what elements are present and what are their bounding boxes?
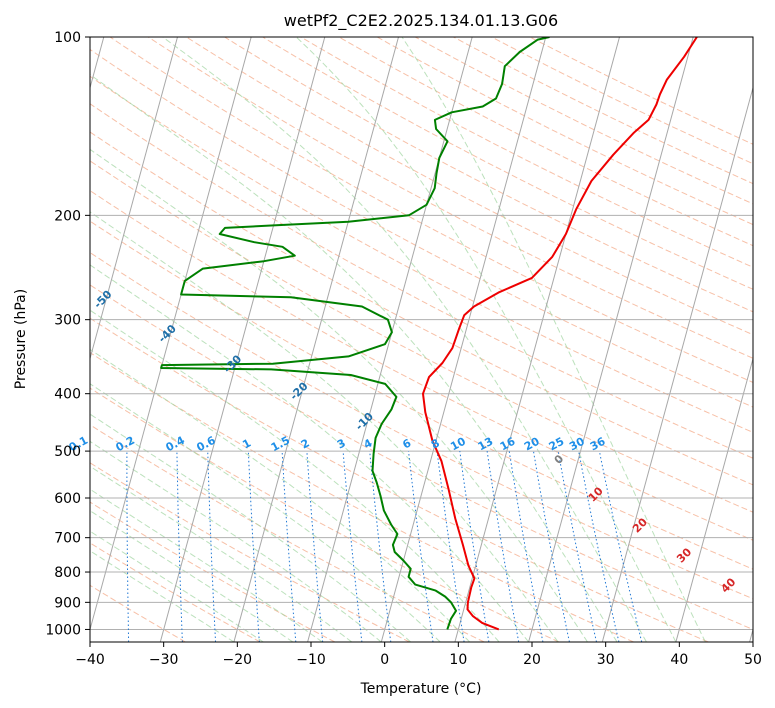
x-tick-label: 50 [744, 652, 762, 668]
y-tick-label: 900 [54, 595, 81, 611]
moist-adiabat [90, 73, 618, 642]
moist-adiabat [90, 264, 529, 642]
dry-adiabat [90, 48, 753, 408]
moist-adiabat [90, 211, 559, 642]
dry-adiabat [224, 37, 753, 313]
isotherm [90, 37, 178, 361]
moist-adiabat [90, 530, 264, 642]
dry-adiabat [90, 131, 753, 486]
x-tick-label: −10 [296, 652, 326, 668]
mixing-ratio-label: 20 [522, 435, 542, 454]
y-tick-label: 600 [54, 491, 81, 507]
isotherm [159, 37, 326, 642]
dry-adiabat [90, 220, 753, 570]
dry-adiabat [338, 37, 753, 247]
temperature-profile-line [422, 37, 698, 631]
moist-adiabat [90, 488, 323, 642]
chart-title: wetPf2_C2E2.2025.134.01.13.G06 [284, 11, 558, 31]
dry-adiabat [90, 352, 634, 642]
dry-adiabat [109, 37, 753, 383]
y-tick-label: 800 [54, 565, 81, 581]
mixing-ratio-line [369, 451, 392, 642]
dry-adiabat [376, 37, 753, 226]
dry-adiabat [453, 37, 753, 185]
x-tick-label: −20 [223, 652, 253, 668]
isotherm [454, 37, 620, 642]
y-axis-title: Pressure (hPa) [13, 289, 29, 389]
plot-frame [89, 36, 754, 643]
mixing-ratio-label: 30 [567, 435, 587, 454]
moist-adiabat [90, 383, 441, 642]
mixing-ratio-label: 36 [588, 435, 608, 454]
dry-adiabat [90, 284, 753, 630]
mixing-ratio-line [459, 451, 490, 642]
moist-adiabat [90, 440, 382, 642]
mixing-ratio-label: 13 [476, 435, 496, 454]
y-tick-label: 700 [54, 531, 81, 547]
moist-adiabat [162, 37, 647, 642]
x-tick-label: 40 [670, 652, 688, 668]
moist-adiabat [90, 413, 412, 642]
dry-adiabat [147, 37, 753, 359]
x-tick-label: −30 [149, 652, 179, 668]
x-tick-label: −40 [75, 652, 105, 668]
mixing-ratio-line [578, 451, 620, 642]
dry-adiabat [90, 251, 753, 600]
dry-adiabat [415, 37, 753, 205]
x-tick-label: 0 [380, 652, 389, 668]
mixing-ratio-line [533, 451, 570, 642]
y-tick-label: 300 [54, 313, 81, 329]
moist-adiabat [90, 348, 471, 642]
x-tick-label: 10 [449, 652, 467, 668]
mixing-ratio-line [408, 451, 434, 642]
mixing-ratio-line [306, 451, 324, 642]
isotherm [528, 37, 694, 642]
moist-adiabat [401, 37, 706, 642]
mixing-ratio-line [436, 451, 465, 642]
moist-adiabat [90, 510, 294, 642]
mixing-ratio-line [557, 451, 597, 642]
x-tick-label: 30 [597, 652, 615, 668]
y-tick-label: 400 [54, 387, 81, 403]
y-tick-label: 100 [54, 30, 81, 46]
y-tick-label: 200 [54, 208, 81, 224]
dry-adiabat [262, 37, 753, 290]
moist-adiabat [295, 37, 677, 642]
dry-adiabat [90, 103, 753, 459]
dry-adiabat [90, 75, 753, 433]
dry-adiabat [90, 387, 560, 642]
moist-adiabat [90, 148, 588, 642]
mixing-ratio-line [342, 451, 363, 642]
isotherm [601, 85, 753, 642]
moist-adiabat [90, 309, 500, 642]
isotherm [90, 37, 252, 632]
isotherm [380, 37, 547, 642]
dry-adiabat [186, 37, 753, 336]
mixing-ratio-label: 16 [498, 435, 518, 454]
dewpoint-profile-line [160, 37, 550, 630]
isotherm [233, 37, 399, 642]
x-axis-title: Temperature (°C) [360, 681, 482, 697]
mixing-ratio-label: 10 [448, 435, 468, 454]
x-tick-label: 20 [523, 652, 541, 668]
mixing-ratio-line [281, 451, 297, 642]
mixing-ratio-label: 25 [547, 435, 567, 454]
isotherm [675, 356, 753, 642]
dry-adiabat [90, 317, 709, 642]
y-tick-label: 500 [54, 444, 81, 460]
dry-adiabat [90, 501, 336, 642]
y-tick-label: 1000 [45, 622, 81, 638]
mixing-ratio-line [598, 451, 643, 642]
